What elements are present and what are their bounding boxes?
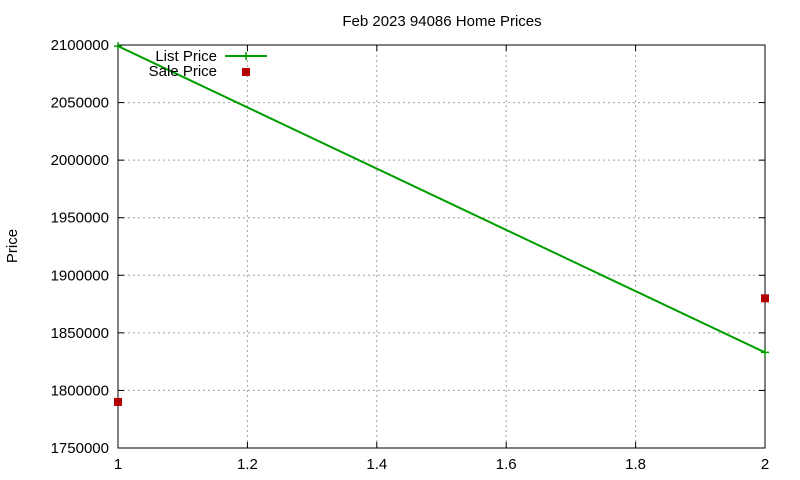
series-layer bbox=[114, 42, 769, 406]
x-tick-label: 2 bbox=[761, 456, 769, 473]
series-line bbox=[117, 45, 766, 354]
y-tick-label: 1950000 bbox=[51, 210, 109, 227]
y-tick-label: 1900000 bbox=[51, 267, 109, 284]
legend-label: List Price bbox=[155, 48, 217, 65]
axis-ticks: 1750000 1800000 1850000 1900000 1950000 20000… bbox=[51, 37, 770, 473]
x-tick-label: 1 bbox=[114, 456, 122, 473]
data-point bbox=[114, 42, 122, 51]
y-axis-label: Price bbox=[4, 229, 21, 263]
legend-marker bbox=[242, 52, 250, 60]
y-tick-label: 1850000 bbox=[51, 325, 109, 342]
y-tick-label: 1750000 bbox=[51, 440, 109, 457]
series-1 bbox=[114, 42, 769, 357]
y-tick-label: 1800000 bbox=[51, 382, 109, 399]
y-tick-label: 2050000 bbox=[51, 95, 109, 112]
y-tick-label: 2100000 bbox=[51, 37, 109, 54]
data-point bbox=[114, 397, 122, 406]
legend-label: Sale Price bbox=[149, 63, 217, 80]
data-point bbox=[761, 348, 769, 357]
x-tick-label: 1.4 bbox=[366, 456, 387, 473]
y-tick-label: 2000000 bbox=[51, 152, 109, 169]
series-2 bbox=[114, 294, 769, 406]
x-tick-label: 1.8 bbox=[625, 456, 646, 473]
data-point bbox=[761, 294, 769, 303]
grid bbox=[118, 45, 765, 448]
legend-marker bbox=[242, 68, 250, 76]
plot-frame bbox=[117, 44, 766, 449]
x-tick-label: 1.6 bbox=[496, 456, 517, 473]
x-tick-label: 1.2 bbox=[237, 456, 258, 473]
chart-title: Feb 2023 94086 Home Prices bbox=[342, 13, 541, 30]
